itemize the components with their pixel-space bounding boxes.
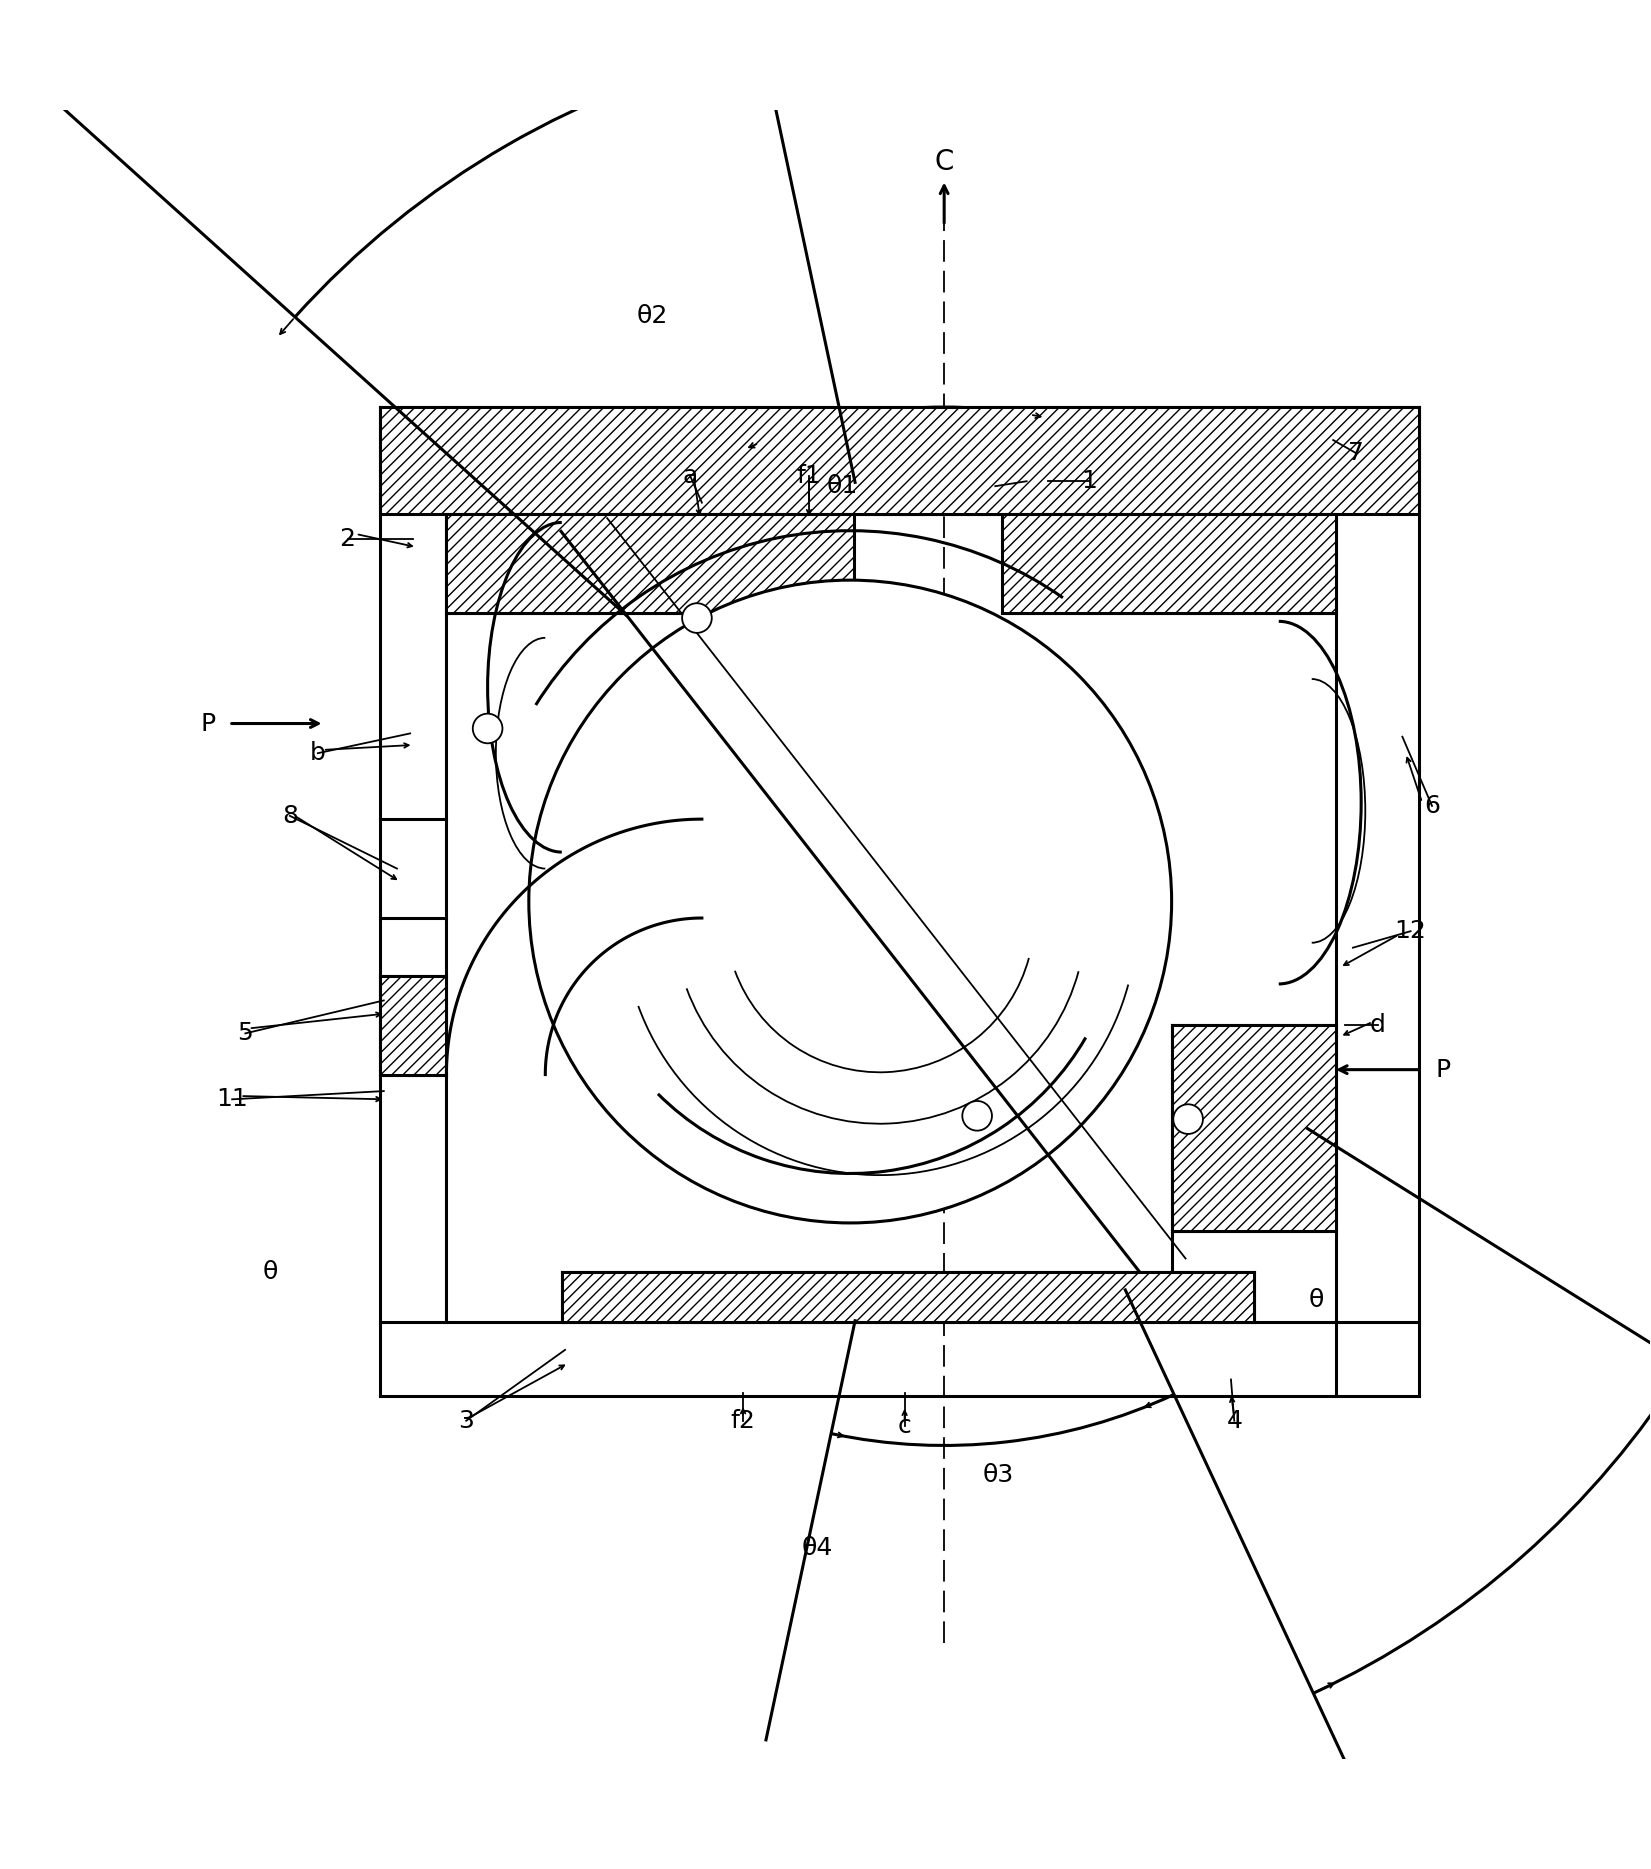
Bar: [1172, 1026, 1336, 1232]
Text: θ3: θ3: [982, 1463, 1014, 1488]
Text: a: a: [684, 464, 698, 488]
Text: P: P: [200, 712, 216, 736]
Text: f1: f1: [797, 464, 822, 488]
Bar: [1002, 514, 1336, 613]
Text: O: O: [906, 873, 926, 897]
Text: f2: f2: [731, 1409, 756, 1434]
Circle shape: [528, 579, 1172, 1222]
Text: θ2: θ2: [637, 305, 669, 329]
Text: 2: 2: [340, 527, 355, 551]
Text: 6: 6: [1425, 794, 1440, 819]
Text: θ: θ: [263, 1260, 277, 1284]
Text: 5: 5: [238, 1020, 253, 1045]
Circle shape: [963, 1101, 992, 1131]
Bar: [446, 514, 854, 613]
Text: 1: 1: [1081, 469, 1098, 493]
Text: C: C: [934, 148, 954, 176]
Bar: [380, 407, 1418, 514]
Text: d: d: [1370, 1013, 1385, 1037]
Text: P: P: [1435, 1058, 1451, 1082]
Text: 3: 3: [459, 1409, 474, 1434]
Text: θ1: θ1: [827, 475, 857, 499]
Circle shape: [472, 714, 502, 744]
Text: 8: 8: [282, 804, 297, 828]
Text: 11: 11: [216, 1088, 248, 1112]
Text: 4: 4: [1227, 1409, 1242, 1434]
Text: θ4: θ4: [802, 1536, 834, 1559]
Text: c: c: [898, 1413, 911, 1437]
Bar: [380, 976, 446, 1075]
Text: b: b: [310, 742, 325, 764]
Text: 12: 12: [1395, 920, 1426, 944]
Bar: [561, 1273, 1255, 1321]
Circle shape: [682, 604, 712, 634]
Circle shape: [1174, 1105, 1204, 1134]
Text: θ: θ: [1309, 1288, 1324, 1312]
Text: 7: 7: [1349, 441, 1364, 465]
